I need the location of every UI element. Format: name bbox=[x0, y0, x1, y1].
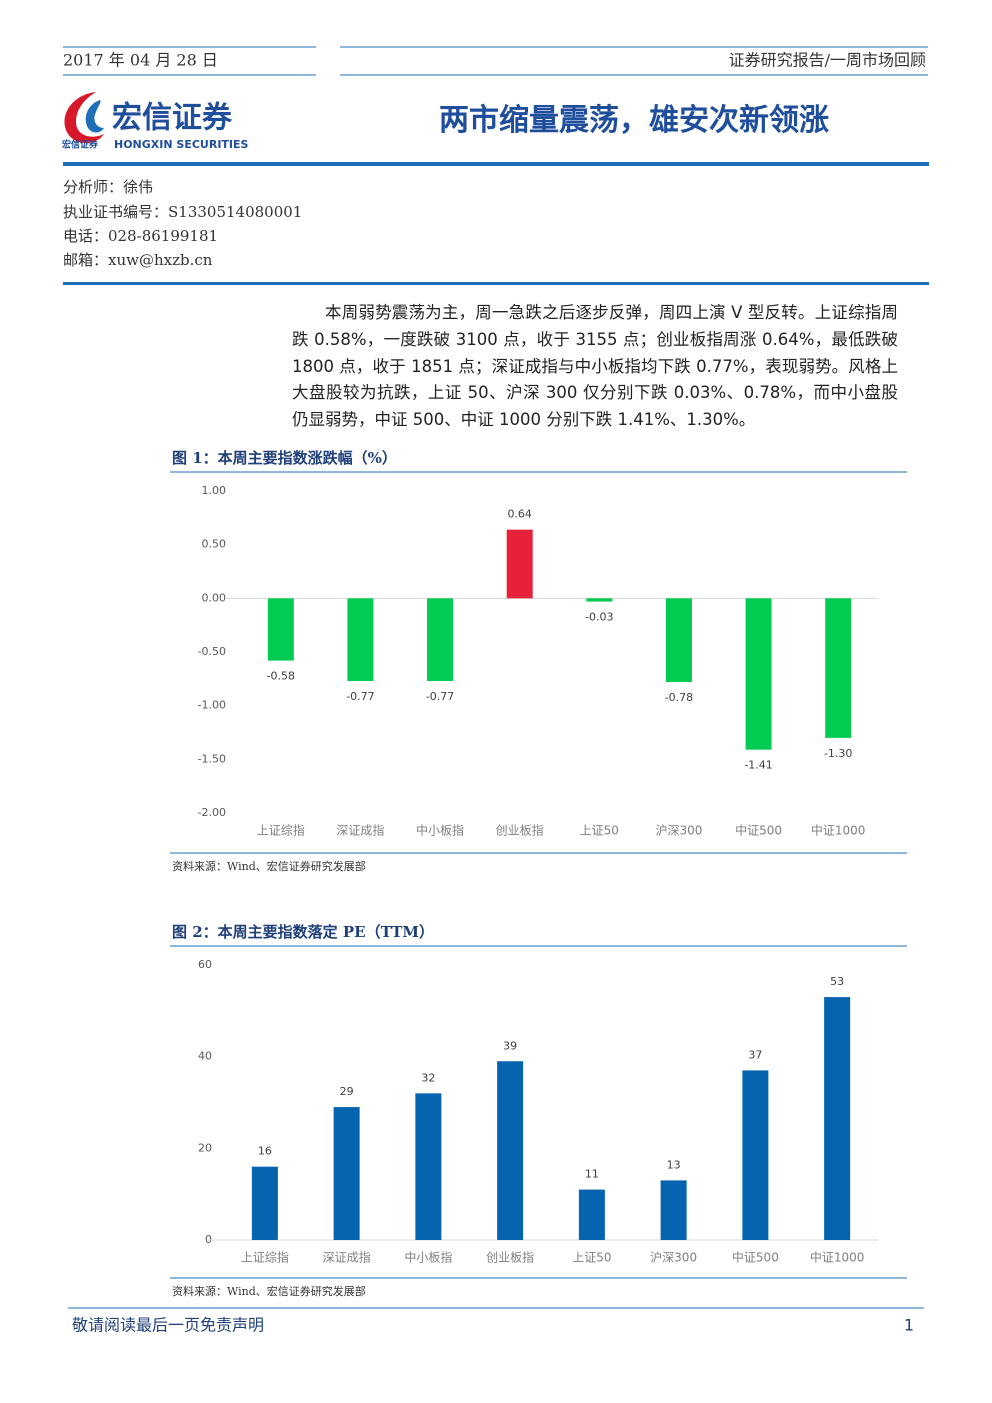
data-label: 0.64 bbox=[507, 508, 532, 521]
data-label: 53 bbox=[830, 975, 844, 988]
report-date: 2017 年 04 月 28 日 bbox=[63, 51, 218, 70]
y-tick-label: -1.50 bbox=[198, 752, 226, 765]
x-tick-label: 上证综指 bbox=[241, 1250, 289, 1265]
data-label: -1.41 bbox=[744, 759, 772, 772]
bar bbox=[745, 598, 772, 750]
data-label: 39 bbox=[503, 1039, 517, 1052]
analyst-line: 电话：028-86199181 bbox=[63, 227, 218, 245]
x-tick-label: 创业板指 bbox=[486, 1250, 534, 1265]
bar bbox=[427, 598, 454, 681]
data-label: -1.30 bbox=[824, 747, 852, 760]
y-tick-label: -1.00 bbox=[198, 699, 226, 712]
y-tick-label: 20 bbox=[198, 1141, 212, 1154]
footer-disclaimer: 敬请阅读最后一页免责声明 bbox=[72, 1316, 264, 1335]
y-tick-label: -0.50 bbox=[198, 645, 226, 658]
logo-swirl bbox=[64, 92, 104, 143]
bar bbox=[825, 598, 852, 738]
data-label: -0.58 bbox=[267, 670, 295, 683]
y-tick-label: 0.50 bbox=[202, 538, 227, 551]
bar bbox=[506, 529, 533, 599]
data-label: 37 bbox=[748, 1048, 762, 1061]
data-label: 29 bbox=[340, 1085, 354, 1098]
figure-title: 图 1：本周主要指数涨跌幅（%） bbox=[172, 449, 397, 467]
bar bbox=[665, 598, 692, 683]
figure-title: 图 2：本周主要指数落定 PE（TTM） bbox=[172, 923, 434, 941]
data-label: -0.77 bbox=[346, 690, 374, 703]
x-tick-label: 创业板指 bbox=[496, 823, 544, 838]
logo-small: 宏信证券 bbox=[62, 139, 99, 151]
bar bbox=[347, 598, 374, 681]
logo-name: 宏信证券 bbox=[112, 101, 233, 136]
bar bbox=[497, 1061, 524, 1240]
title-rule bbox=[63, 162, 929, 166]
logo: 宏信证券 宏信证券 HONGXIN SECURITIES bbox=[62, 92, 249, 151]
section-rule bbox=[63, 282, 929, 285]
y-tick-label: -2.00 bbox=[198, 806, 226, 819]
data-label: 11 bbox=[585, 1168, 599, 1181]
report-type: 证券研究报告/一周市场回顾 bbox=[729, 51, 926, 70]
bar bbox=[586, 598, 613, 602]
bar bbox=[333, 1107, 360, 1240]
y-tick-label: 1.00 bbox=[202, 484, 227, 497]
x-tick-label: 中证500 bbox=[732, 1250, 779, 1265]
bar bbox=[415, 1093, 442, 1240]
x-tick-label: 中小板指 bbox=[404, 1250, 452, 1265]
analyst-line: 邮箱：xuw@hxzb.cn bbox=[63, 251, 213, 269]
bar bbox=[251, 1166, 278, 1240]
x-tick-label: 中小板指 bbox=[416, 823, 464, 838]
data-label: 13 bbox=[667, 1158, 681, 1171]
x-tick-label: 中证500 bbox=[735, 823, 782, 838]
x-tick-label: 上证综指 bbox=[257, 823, 305, 838]
data-label: -0.77 bbox=[426, 690, 454, 703]
figure-source: 资料来源：Wind、宏信证券研究发展部 bbox=[172, 859, 366, 873]
y-tick-label: 40 bbox=[198, 1050, 212, 1063]
bar bbox=[824, 997, 851, 1240]
y-tick-label: 60 bbox=[198, 958, 212, 971]
x-tick-label: 深证成指 bbox=[323, 1250, 371, 1265]
y-tick-label: 0.00 bbox=[202, 591, 227, 604]
x-tick-label: 沪深300 bbox=[650, 1251, 697, 1265]
data-label: -0.78 bbox=[665, 691, 693, 704]
bar bbox=[267, 598, 294, 661]
bar bbox=[660, 1180, 687, 1240]
bar bbox=[742, 1070, 769, 1240]
bar bbox=[578, 1189, 605, 1240]
logo-swirl bbox=[85, 100, 104, 133]
page-number: 1 bbox=[904, 1316, 914, 1335]
data-label: 16 bbox=[258, 1145, 272, 1158]
x-tick-label: 深证成指 bbox=[336, 823, 384, 838]
report-title: 两市缩量震荡，雄安次新领涨 bbox=[439, 103, 829, 138]
x-tick-label: 上证50 bbox=[572, 1251, 611, 1265]
data-label: -0.03 bbox=[585, 611, 613, 624]
figure-source: 资料来源：Wind、宏信证券研究发展部 bbox=[172, 1284, 366, 1298]
x-tick-label: 中证1000 bbox=[811, 823, 866, 838]
paragraph: 本周弱势震荡为主，周一急跌之后逐步反弹，周四上演 V 型反转。上证综指周跌 0.… bbox=[292, 303, 898, 430]
x-tick-label: 中证1000 bbox=[810, 1250, 865, 1265]
analyst-line: 执业证书编号：S1330514080001 bbox=[63, 203, 302, 221]
logo-english: HONGXIN SECURITIES bbox=[114, 138, 249, 151]
analyst-line: 分析师：徐伟 bbox=[63, 178, 153, 196]
x-tick-label: 上证50 bbox=[580, 824, 619, 838]
data-label: 32 bbox=[421, 1071, 435, 1084]
x-tick-label: 沪深300 bbox=[655, 824, 702, 838]
